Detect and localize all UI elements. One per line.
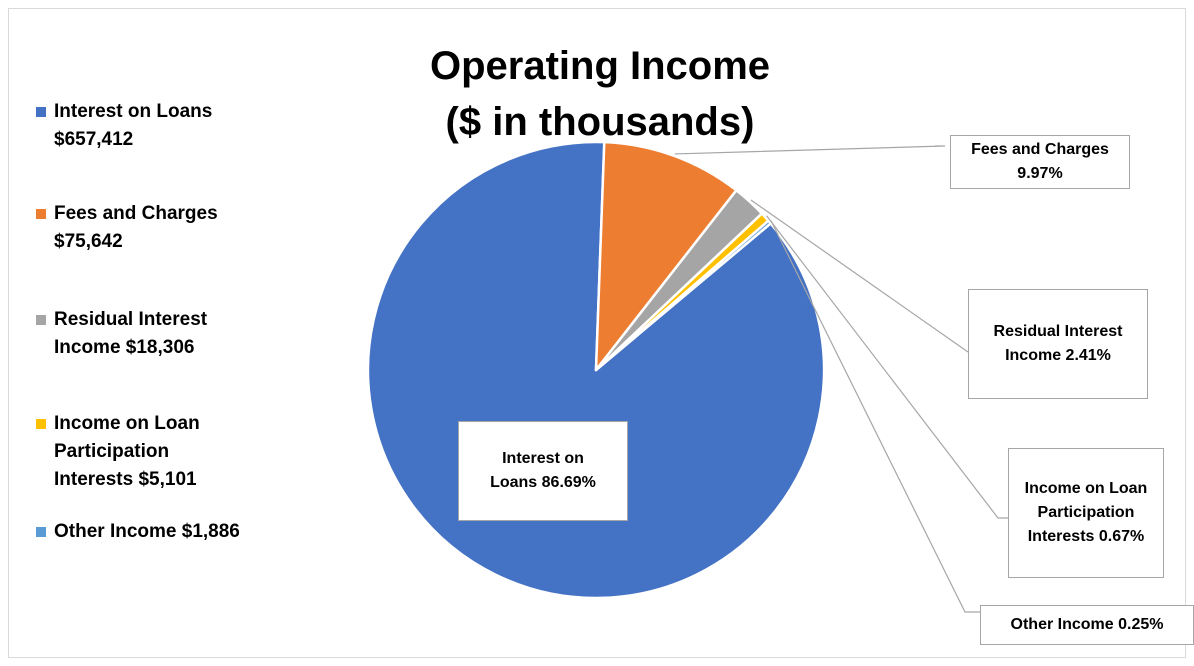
legend-label-loan-participation: Income on Loan Participation Interests $…: [54, 413, 200, 490]
legend-label-other-income: Other Income $1,886: [54, 521, 240, 542]
legend-swatch-fees-and-charges: [36, 209, 46, 219]
leader-line-residual-interest-income: [750, 199, 969, 353]
legend-item-interest-on-loans: Interest on Loans $657,412: [36, 98, 306, 154]
chart-title-line2: ($ in thousands): [445, 100, 755, 144]
data-label-interest-on-loans: Interest on Loans 86.69%: [458, 421, 628, 521]
pie-slice-other-income: [594, 219, 772, 372]
data-label-other-income: Other Income 0.25%: [980, 605, 1194, 645]
legend-swatch-other-income: [36, 527, 46, 537]
chart-title: Operating Income ($ in thousands): [380, 38, 820, 150]
legend-label-residual-interest: Residual Interest Income $18,306: [54, 309, 208, 358]
legend-item-loan-participation: Income on Loan Participation Interests $…: [36, 410, 306, 494]
pie-slice-fees-and-charges: [594, 140, 738, 372]
legend-item-residual-interest: Residual Interest Income $18,306: [36, 306, 306, 362]
leader-line-other-income: [770, 220, 980, 613]
legend-swatch-interest-on-loans: [36, 107, 46, 117]
legend-swatch-loan-participation: [36, 419, 46, 429]
legend-label-fees-and-charges: Fees and Charges $75,642: [54, 203, 218, 252]
data-label-loan-participation: Income on Loan Participation Interests 0…: [1008, 448, 1164, 578]
leader-line-income-on-loan-participation-interests: [766, 215, 1008, 519]
data-label-fees-and-charges: Fees and Charges 9.97%: [950, 135, 1130, 189]
legend-item-fees-and-charges: Fees and Charges $75,642: [36, 200, 306, 256]
legend-label-interest-on-loans: Interest on Loans $657,412: [54, 101, 213, 150]
legend-item-other-income: Other Income $1,886: [36, 518, 306, 546]
data-label-residual-interest: Residual Interest Income 2.41%: [968, 289, 1148, 399]
chart-frame: [8, 8, 1186, 658]
chart-title-line1: Operating Income: [429, 44, 771, 88]
leader-line-fees-and-charges: [674, 145, 946, 155]
legend-swatch-residual-interest: [36, 315, 46, 325]
